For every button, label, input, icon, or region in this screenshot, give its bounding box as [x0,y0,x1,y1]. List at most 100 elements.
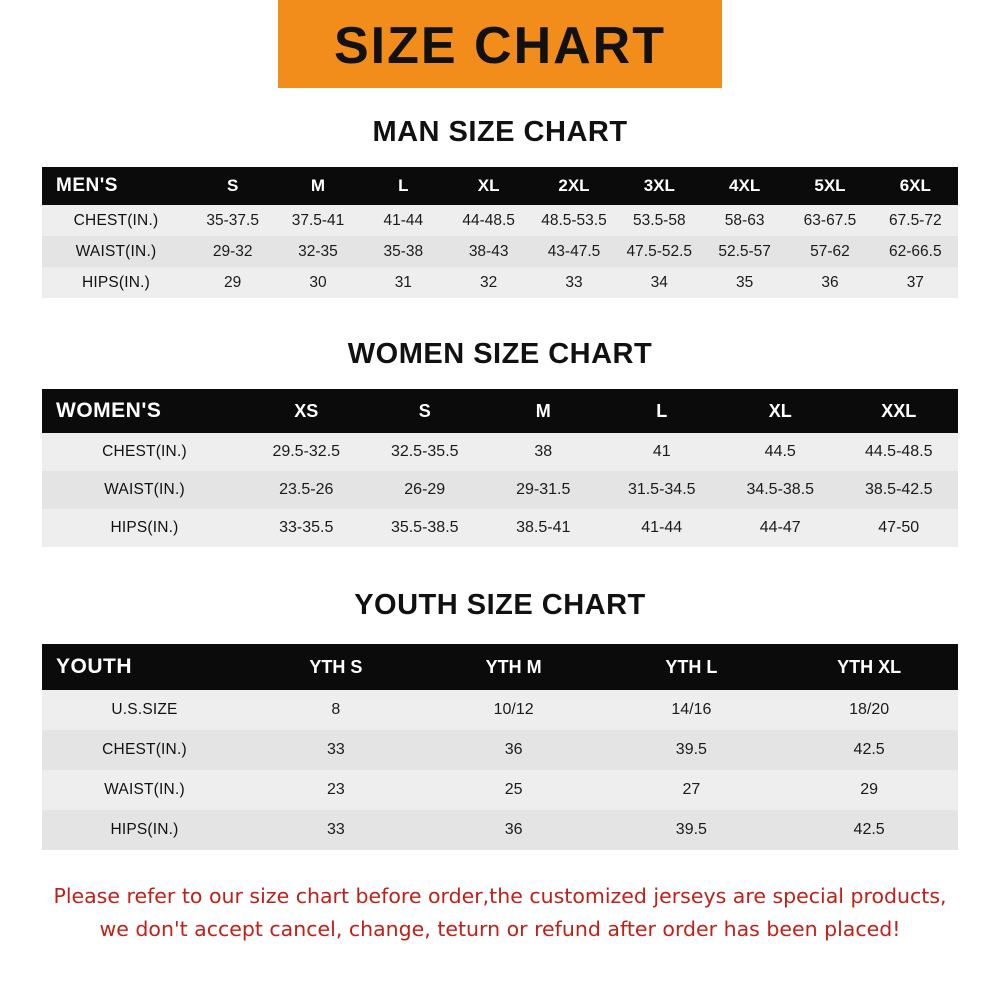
men-row-2-label: HIPS(IN.) [42,267,190,298]
youth-cell-3-0: 33 [247,810,425,850]
youth-cell-0-3: 18/20 [780,690,958,730]
youth-cell-0-0: 8 [247,690,425,730]
women-cell-2-2: 38.5-41 [484,509,603,547]
women-cell-0-2: 38 [484,433,603,471]
women-header-6: XXL [839,389,958,433]
men-cell-2-4: 33 [531,267,617,298]
men-cell-0-0: 35-37.5 [190,205,276,236]
men-cell-2-5: 34 [616,267,702,298]
men-header-8: 5XL [787,167,873,205]
women-cell-0-0: 29.5-32.5 [247,433,366,471]
men-cell-2-8: 37 [872,267,958,298]
table-header-row: YOUTH YTH S YTH M YTH L YTH XL [42,644,958,690]
men-cell-1-6: 52.5-57 [701,236,788,267]
table-header-row: WOMEN'S XS S M L XL XXL [42,389,958,433]
men-header-9: 6XL [872,167,958,205]
youth-cell-1-3: 42.5 [780,730,958,770]
table-row: CHEST(IN.) 35-37.5 37.5-41 41-44 44-48.5… [42,205,958,236]
men-header-1: S [190,167,276,205]
table-row: WAIST(IN.) 23 25 27 29 [42,770,958,810]
youth-row-1-label: CHEST(IN.) [42,730,247,770]
women-cell-0-4: 44.5 [721,433,840,471]
table-row: WAIST(IN.) 23.5-26 26-29 29-31.5 31.5-34… [42,471,958,509]
men-section-title: MAN SIZE CHART [372,116,628,148]
men-header-6: 3XL [616,167,702,205]
men-cell-0-1: 37.5-41 [275,205,361,236]
men-cell-1-5: 47.5-52.5 [616,236,702,267]
youth-header-1: YTH S [247,644,425,690]
men-cell-1-4: 43-47.5 [531,236,617,267]
women-row-2-label: HIPS(IN.) [42,509,247,547]
youth-size-table: YOUTH YTH S YTH M YTH L YTH XL U.S.SIZE … [42,644,958,850]
women-cell-2-5: 47-50 [839,509,958,547]
men-cell-0-7: 63-67.5 [787,205,873,236]
women-cell-1-5: 38.5-42.5 [839,471,958,509]
men-cell-1-0: 29-32 [190,236,276,267]
men-header-7: 4XL [701,167,788,205]
women-row-0-label: CHEST(IN.) [42,433,247,471]
men-header-4: XL [445,167,532,205]
youth-cell-2-3: 29 [780,770,958,810]
banner-left-mask [0,0,278,88]
youth-header-2: YTH M [424,644,603,690]
men-cell-0-5: 53.5-58 [616,205,702,236]
youth-header-4: YTH XL [780,644,958,690]
youth-row-2-label: WAIST(IN.) [42,770,247,810]
men-size-table: MEN'S S M L XL 2XL 3XL 4XL 5XL 6XL CHEST… [42,167,958,298]
youth-row-3-label: HIPS(IN.) [42,810,247,850]
men-cell-1-8: 62-66.5 [872,236,958,267]
men-cell-1-1: 32-35 [275,236,361,267]
table-row: CHEST(IN.) 33 36 39.5 42.5 [42,730,958,770]
men-cell-2-1: 30 [275,267,361,298]
youth-cell-3-2: 39.5 [602,810,781,850]
women-cell-0-3: 41 [602,433,721,471]
women-cell-0-5: 44.5-48.5 [839,433,958,471]
women-header-1: XS [247,389,366,433]
women-cell-0-1: 32.5-35.5 [365,433,484,471]
women-cell-1-2: 29-31.5 [484,471,603,509]
table-row: U.S.SIZE 8 10/12 14/16 18/20 [42,690,958,730]
women-header-0: WOMEN'S [42,389,247,433]
men-cell-0-4: 48.5-53.5 [531,205,617,236]
men-cell-0-6: 58-63 [701,205,788,236]
page-title: SIZE CHART [334,17,666,75]
women-section-title: WOMEN SIZE CHART [347,338,653,370]
men-cell-0-2: 41-44 [360,205,446,236]
table-row: WAIST(IN.) 29-32 32-35 35-38 38-43 43-47… [42,236,958,267]
men-cell-1-2: 35-38 [360,236,446,267]
men-cell-2-3: 32 [445,267,532,298]
men-cell-2-7: 36 [787,267,873,298]
table-header-row: MEN'S S M L XL 2XL 3XL 4XL 5XL 6XL [42,167,958,205]
youth-cell-2-2: 27 [602,770,781,810]
women-header-5: XL [721,389,840,433]
women-cell-2-1: 35.5-38.5 [365,509,484,547]
women-cell-1-4: 34.5-38.5 [721,471,840,509]
youth-cell-1-2: 39.5 [602,730,781,770]
men-header-3: L [360,167,446,205]
women-row-1-label: WAIST(IN.) [42,471,247,509]
women-cell-1-3: 31.5-34.5 [602,471,721,509]
table-row: HIPS(IN.) 33 36 39.5 42.5 [42,810,958,850]
table-row: HIPS(IN.) 33-35.5 35.5-38.5 38.5-41 41-4… [42,509,958,547]
disclaimer-line-2: we don't accept cancel, change, teturn o… [99,917,901,941]
youth-cell-0-2: 14/16 [602,690,781,730]
disclaimer-line-1: Please refer to our size chart before or… [53,884,947,908]
women-cell-1-1: 26-29 [365,471,484,509]
youth-header-0: YOUTH [42,644,247,690]
youth-cell-2-1: 25 [424,770,603,810]
men-header-0: MEN'S [42,167,190,205]
women-header-3: M [484,389,603,433]
men-cell-1-7: 57-62 [787,236,873,267]
men-header-2: M [275,167,361,205]
women-header-2: S [365,389,484,433]
men-cell-0-3: 44-48.5 [445,205,532,236]
women-size-table: WOMEN'S XS S M L XL XXL CHEST(IN.) 29.5-… [42,389,958,547]
table-row: CHEST(IN.) 29.5-32.5 32.5-35.5 38 41 44.… [42,433,958,471]
banner: SIZE CHART [0,0,1000,88]
men-cell-1-3: 38-43 [445,236,532,267]
table-row: HIPS(IN.) 29 30 31 32 33 34 35 36 37 [42,267,958,298]
men-row-0-label: CHEST(IN.) [42,205,190,236]
women-header-4: L [602,389,721,433]
women-cell-2-3: 41-44 [602,509,721,547]
men-cell-2-6: 35 [701,267,788,298]
